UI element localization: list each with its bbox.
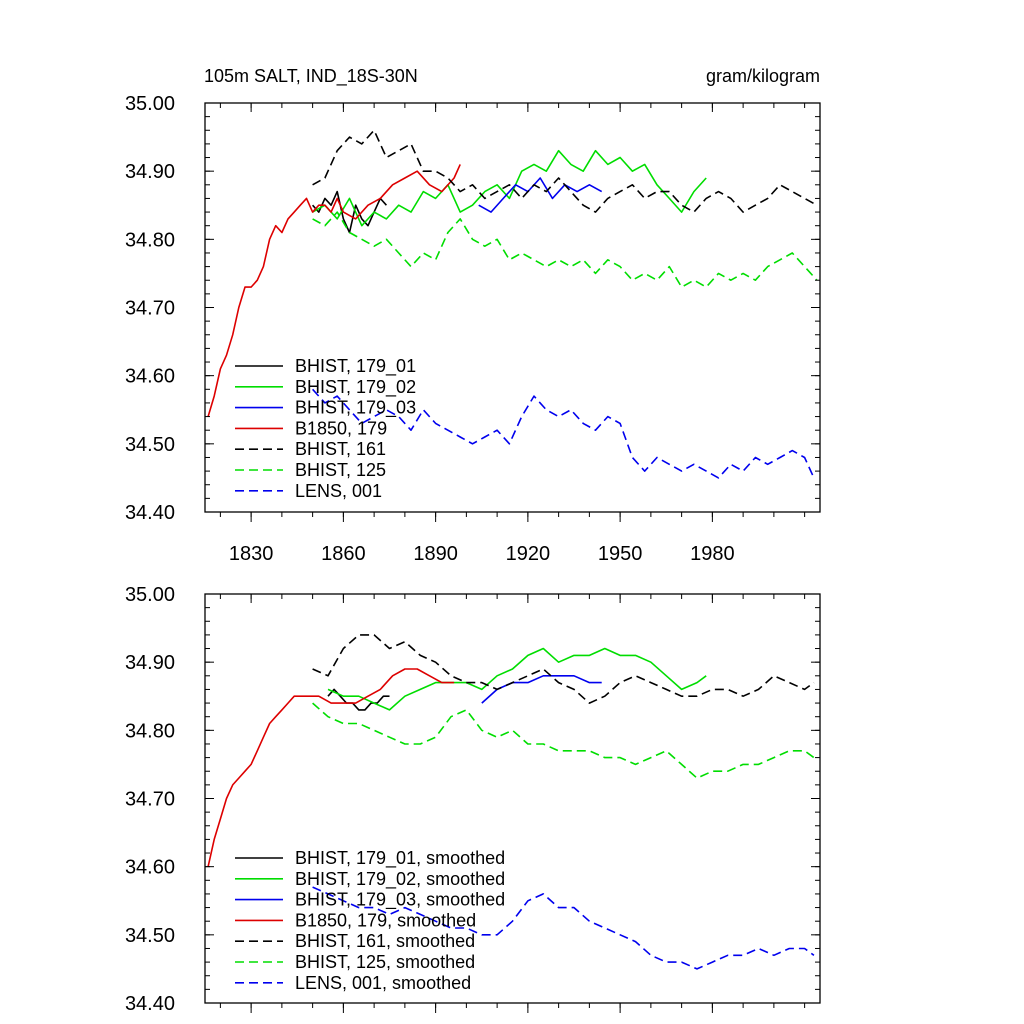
y-tick-label: 34.80 — [125, 229, 175, 251]
series-line-2 — [481, 674, 602, 704]
legend-label: BHIST, 125 — [295, 460, 386, 480]
series-line-4 — [312, 129, 818, 213]
bottom-panel: 34.40 34.50 34.60 34.70 34.80 34.90 35.00 BHIS… — [125, 584, 821, 1015]
y-tick-label: 34.70 — [125, 298, 175, 320]
series-line-6 — [312, 388, 815, 479]
y-tick-label: 34.70 — [125, 789, 175, 811]
series-line-0 — [327, 688, 390, 711]
x-tick-label: 1860 — [321, 543, 366, 565]
series-line-1 — [312, 149, 707, 227]
legend-label: BHIST, 179_03 — [295, 398, 416, 419]
legend-label: BHIST, 179_01, smoothed — [295, 848, 505, 869]
x-tick-label: 1830 — [229, 543, 274, 565]
y-tick-label: 34.60 — [125, 857, 175, 879]
series-line-1 — [327, 647, 707, 711]
legend-label: BHIST, 179_02 — [295, 377, 416, 398]
legend-label: LENS, 001, smoothed — [295, 973, 471, 993]
y-tick-label: 34.60 — [125, 366, 175, 388]
y-tick-label: 34.50 — [125, 925, 175, 947]
series-line-3 — [207, 668, 455, 867]
units-label: gram/kilogram — [706, 66, 820, 86]
top-panel: 105m SALT, IND_18S-30N gram/kilogram 34.… — [125, 66, 821, 565]
legend-label: BHIST, 179_03, smoothed — [295, 890, 505, 911]
y-tick-label: 34.90 — [125, 161, 175, 183]
y-tick-label: 35.00 — [125, 93, 175, 115]
series-line-6 — [312, 886, 815, 970]
x-tick-label: 1950 — [598, 543, 643, 565]
y-tick-label: 34.80 — [125, 720, 175, 742]
x-tick-label: 1920 — [506, 543, 551, 565]
y-tick-label: 34.40 — [125, 502, 175, 524]
legend-label: BHIST, 125, smoothed — [295, 952, 475, 972]
legend-label: BHIST, 179_01 — [295, 356, 416, 377]
legend-label: BHIST, 161 — [295, 439, 386, 459]
chart-title: 105m SALT, IND_18S-30N — [204, 66, 418, 87]
legend-label: BHIST, 179_02, smoothed — [295, 869, 505, 890]
series-line-3 — [207, 164, 461, 417]
y-tick-label: 35.00 — [125, 584, 175, 606]
y-tick-label: 34.40 — [125, 993, 175, 1015]
series-line-4 — [312, 634, 815, 704]
x-tick-label: 1890 — [413, 543, 458, 565]
series-line-2 — [478, 177, 603, 213]
legend-label: BHIST, 161, smoothed — [295, 931, 475, 951]
x-tick-label: 1980 — [690, 543, 735, 565]
y-tick-label: 34.50 — [125, 434, 175, 456]
y-tick-label: 34.90 — [125, 652, 175, 674]
legend-label: LENS, 001 — [295, 481, 382, 501]
series-line-5 — [312, 702, 815, 779]
legend-label: B1850, 179, smoothed — [295, 910, 476, 930]
series-line-5 — [312, 211, 818, 288]
legend-label: B1850, 179 — [295, 418, 387, 438]
